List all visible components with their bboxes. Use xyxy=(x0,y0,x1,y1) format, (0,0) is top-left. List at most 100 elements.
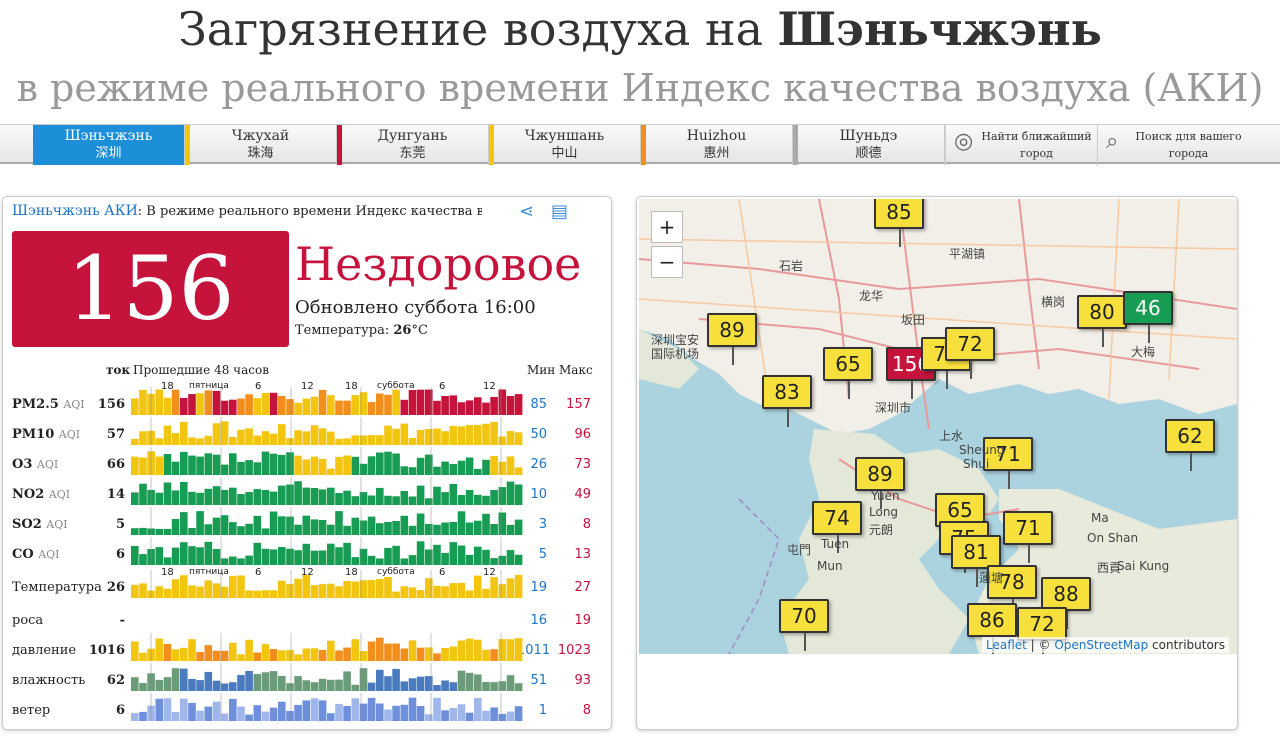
sparkline-bar xyxy=(384,425,392,445)
row-sparkline[interactable] xyxy=(131,537,523,565)
sparkline-bar xyxy=(457,670,466,691)
tab-shunde[interactable]: Шуньдэ 顺德 xyxy=(793,125,945,165)
sparkline-bar xyxy=(269,707,278,721)
sparkline-bar xyxy=(498,713,507,721)
share-icon[interactable]: ⋖ xyxy=(519,201,535,222)
sparkline-bar xyxy=(171,389,180,415)
station-marker[interactable]: 46 xyxy=(1123,291,1173,343)
sparkline-bar xyxy=(310,396,319,415)
station-marker[interactable]: 80 xyxy=(1077,295,1127,347)
sparkline-bar xyxy=(131,398,139,415)
card-title-city[interactable]: Шэньчжэнь АКИ xyxy=(12,203,138,219)
sparkline-bar xyxy=(163,698,172,721)
station-marker[interactable]: 72 xyxy=(945,327,995,379)
sparkline-bar xyxy=(506,481,515,505)
sparkline-bar xyxy=(367,495,376,505)
time-axis-label: 18 xyxy=(345,567,358,578)
sparkline-bar xyxy=(343,542,351,565)
row-sparkline[interactable] xyxy=(131,417,523,445)
tab-dongguan[interactable]: Дунгуань 东莞 xyxy=(337,125,489,165)
sparkline-bar xyxy=(441,431,449,445)
sparkline-bar xyxy=(310,682,319,691)
sparkline-bar xyxy=(514,467,523,475)
sparkline-bar xyxy=(261,711,270,721)
station-marker[interactable]: 85 xyxy=(874,199,924,247)
map-place-label: 大梅 xyxy=(1131,345,1156,359)
sparkline-bar xyxy=(245,714,253,721)
sparkline-bar xyxy=(139,431,147,445)
sparkline-bar xyxy=(433,428,441,445)
sparkline-bar xyxy=(269,649,278,661)
row-sparkline[interactable] xyxy=(131,447,523,475)
row-sparkline[interactable] xyxy=(131,693,523,721)
sparkline-bar xyxy=(408,390,417,415)
city-search-button[interactable]: ⌕ Поиск для вашего города xyxy=(1097,125,1249,165)
sparkline-bar xyxy=(416,706,425,721)
sparkline-bar xyxy=(196,438,204,445)
sparkline-bar xyxy=(188,437,196,445)
sparkline-bar xyxy=(139,583,147,598)
tab-zhongshan[interactable]: Чжуншань 中山 xyxy=(489,125,641,165)
sparkline-bar xyxy=(212,423,221,445)
row-label: влажность xyxy=(12,673,86,688)
sparkline-bar xyxy=(204,541,213,565)
osm-link[interactable]: OpenStreetMap xyxy=(1054,638,1149,652)
comments-icon[interactable]: ▤ xyxy=(551,201,569,222)
sparkline-bar xyxy=(392,591,400,598)
tab-label-zh: 东莞 xyxy=(399,146,426,161)
aqi-card: Шэньчжэнь АКИ: В режиме реального времен… xyxy=(2,196,612,730)
row-current-value: 1016 xyxy=(88,643,125,658)
zoom-out-button[interactable]: − xyxy=(651,246,683,278)
sparkline-bar xyxy=(204,390,213,415)
row-label-unit: AQI xyxy=(46,518,68,531)
sparkline-bar xyxy=(482,513,490,535)
station-marker[interactable]: 62 xyxy=(1165,419,1215,471)
row-max-value: 19 xyxy=(574,613,591,628)
sparkline-bar xyxy=(269,549,278,565)
station-marker[interactable]: 89 xyxy=(707,313,757,365)
station-marker[interactable]: 74 xyxy=(812,501,862,553)
station-marker[interactable]: 81 xyxy=(951,535,1001,587)
map-attribution: Leaflet | © OpenStreetMap contributors xyxy=(982,637,1229,653)
find-nearest-city-button[interactable]: ◎ Найти ближайший город xyxy=(945,125,1097,165)
station-marker[interactable]: 70 xyxy=(779,599,829,651)
tab-zhuhai[interactable]: Чжухай 珠海 xyxy=(185,125,337,165)
sparkline-bar xyxy=(506,578,515,598)
row-sparkline[interactable] xyxy=(131,477,523,505)
station-marker[interactable]: 71 xyxy=(1003,511,1053,563)
row-sparkline[interactable] xyxy=(131,570,523,598)
station-marker[interactable]: 88 xyxy=(1041,577,1091,629)
station-marker[interactable]: 89 xyxy=(855,457,905,509)
sparkline-bar xyxy=(425,498,433,505)
sparkline-bar xyxy=(302,575,311,598)
card-title: Шэньчжэнь АКИ: В режиме реального времен… xyxy=(12,203,482,225)
row-sparkline[interactable] xyxy=(131,663,523,691)
station-marker[interactable]: 65 xyxy=(823,347,873,399)
sparkline-bar xyxy=(302,459,311,475)
row-sparkline[interactable] xyxy=(131,507,523,535)
station-marker[interactable]: 71 xyxy=(983,437,1033,489)
sparkline-bar xyxy=(294,578,302,598)
station-marker[interactable]: 78 xyxy=(987,565,1037,617)
col-max-header: Макс xyxy=(559,363,593,377)
row-sparkline[interactable] xyxy=(131,633,523,661)
tab-huizhou[interactable]: Huizhou 惠州 xyxy=(641,125,793,165)
sparkline-bar xyxy=(490,421,498,445)
station-marker[interactable]: 72 xyxy=(1017,607,1067,654)
station-marker[interactable]: 83 xyxy=(762,375,812,427)
sparkline-bar xyxy=(384,394,392,415)
zoom-in-button[interactable]: + xyxy=(651,211,683,243)
sparkline-bar xyxy=(196,456,204,475)
sparkline-bar xyxy=(318,649,327,661)
tab-shenzhen[interactable]: Шэньчжэнь 深圳 xyxy=(33,125,185,165)
sparkline-bar xyxy=(376,558,384,565)
row-sparkline[interactable] xyxy=(131,387,523,415)
sparkline-bar xyxy=(343,455,351,475)
leaflet-link[interactable]: Leaflet xyxy=(986,638,1027,652)
station-marker[interactable]: 86 xyxy=(967,603,1017,654)
map-panel[interactable]: + − 858965156727280468362718974657571817… xyxy=(636,196,1238,730)
time-axis-label: 12 xyxy=(483,381,496,392)
map-view[interactable]: + − 858965156727280468362718974657571817… xyxy=(639,199,1237,654)
sparkline-bar xyxy=(343,400,351,415)
time-axis-label: 6 xyxy=(255,567,262,578)
